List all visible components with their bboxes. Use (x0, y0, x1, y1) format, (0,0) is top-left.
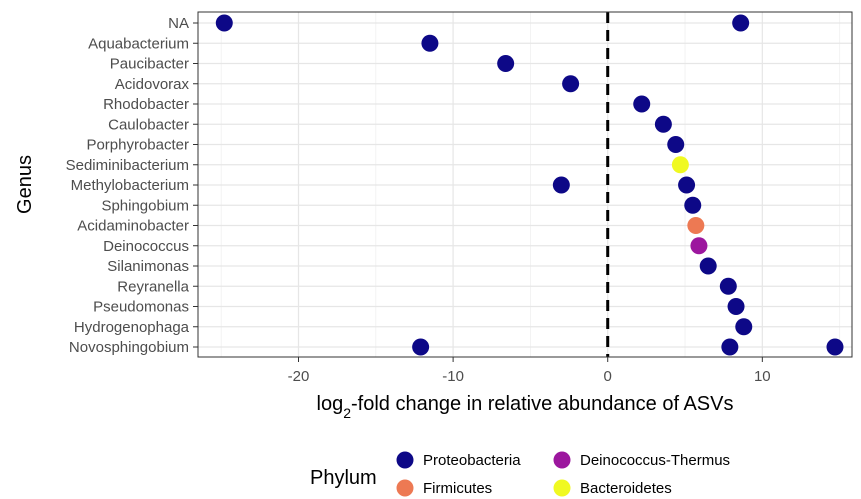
y-tick-label-pseudomonas: Pseudomonas (93, 299, 189, 316)
y-tick-label-silanimonas: Silanimonas (107, 258, 189, 275)
y-tick-label-porphyrobacter: Porphyrobacter (86, 137, 189, 154)
point-proteobacteria-novosphingobium (826, 338, 844, 356)
legend-key-bacteroidetes (553, 479, 571, 497)
legend-label-deinococcus-thermus: Deinococcus-Thermus (580, 452, 730, 469)
y-tick-label-paucibacter: Paucibacter (110, 56, 189, 73)
point-proteobacteria-caulobacter (654, 115, 672, 133)
legend-key-proteobacteria (396, 451, 414, 469)
point-proteobacteria-novosphingobium (721, 338, 739, 356)
y-tick-label-rhodobacter: Rhodobacter (103, 96, 189, 113)
x-tick-label: -10 (442, 368, 464, 385)
point-proteobacteria-porphyrobacter (667, 136, 685, 153)
point-proteobacteria-hydrogenophaga (735, 318, 753, 336)
point-proteobacteria-acidovorax (562, 75, 580, 93)
x-tick-label: 10 (754, 368, 771, 385)
point-proteobacteria-paucibacter (497, 55, 515, 72)
legend-title: Phylum (310, 467, 377, 489)
point-proteobacteria-aquabacterium (421, 34, 439, 52)
y-tick-label-sediminibacterium: Sediminibacterium (66, 157, 189, 174)
legend: Phylum Proteobacteria Deinococcus-Thermus F… (310, 451, 730, 497)
x-axis-title: log2-fold change in relative abundance o… (317, 393, 734, 421)
legend-key-firmicutes (396, 479, 414, 497)
legend-label-firmicutes: Firmicutes (423, 480, 492, 497)
point-proteobacteria-na (215, 14, 233, 32)
y-tick-label-sphingobium: Sphingobium (101, 197, 189, 214)
point-proteobacteria-reyranella (719, 277, 737, 295)
y-tick-label-hydrogenophaga: Hydrogenophaga (74, 319, 190, 336)
point-proteobacteria-rhodobacter (633, 95, 651, 113)
legend-label-proteobacteria: Proteobacteria (423, 452, 521, 469)
y-tick-label-novosphingobium: Novosphingobium (69, 339, 189, 356)
axes: NA Aquabacterium Paucibacter Acidovorax Rhod… (14, 11, 853, 421)
point-proteobacteria-novosphingobium (412, 338, 430, 356)
y-tick-label-aquabacterium: Aquabacterium (88, 35, 189, 52)
x-tick-label: -20 (288, 368, 310, 385)
y-tick-label-deinococcus: Deinococcus (103, 238, 189, 255)
point-deinococcus-thermus-deinococcus (690, 237, 708, 255)
point-proteobacteria-methylobacterium (678, 176, 696, 194)
y-tick-label-methylobacterium: Methylobacterium (71, 177, 189, 194)
legend-key-deinococcus-thermus (553, 451, 571, 469)
point-proteobacteria-silanimonas (699, 257, 717, 275)
y-axis-title: Genus (14, 155, 36, 214)
y-tick-label-caulobacter: Caulobacter (108, 116, 189, 133)
plot-area (198, 12, 852, 357)
y-tick-label-reyranella: Reyranella (117, 278, 189, 295)
legend-label-bacteroidetes: Bacteroidetes (580, 480, 672, 497)
y-tick-label-na: NA (168, 15, 189, 32)
point-bacteroidetes-sediminibacterium (671, 156, 689, 174)
point-proteobacteria-na (732, 14, 750, 32)
point-proteobacteria-pseudomonas (727, 298, 745, 315)
x-tick-label: 0 (604, 368, 612, 385)
point-firmicutes-acidaminobacter (687, 217, 705, 234)
point-proteobacteria-sphingobium (684, 196, 702, 214)
y-tick-label-acidaminobacter: Acidaminobacter (77, 218, 189, 235)
point-proteobacteria-methylobacterium (552, 176, 570, 194)
y-tick-label-acidovorax: Acidovorax (115, 76, 190, 93)
